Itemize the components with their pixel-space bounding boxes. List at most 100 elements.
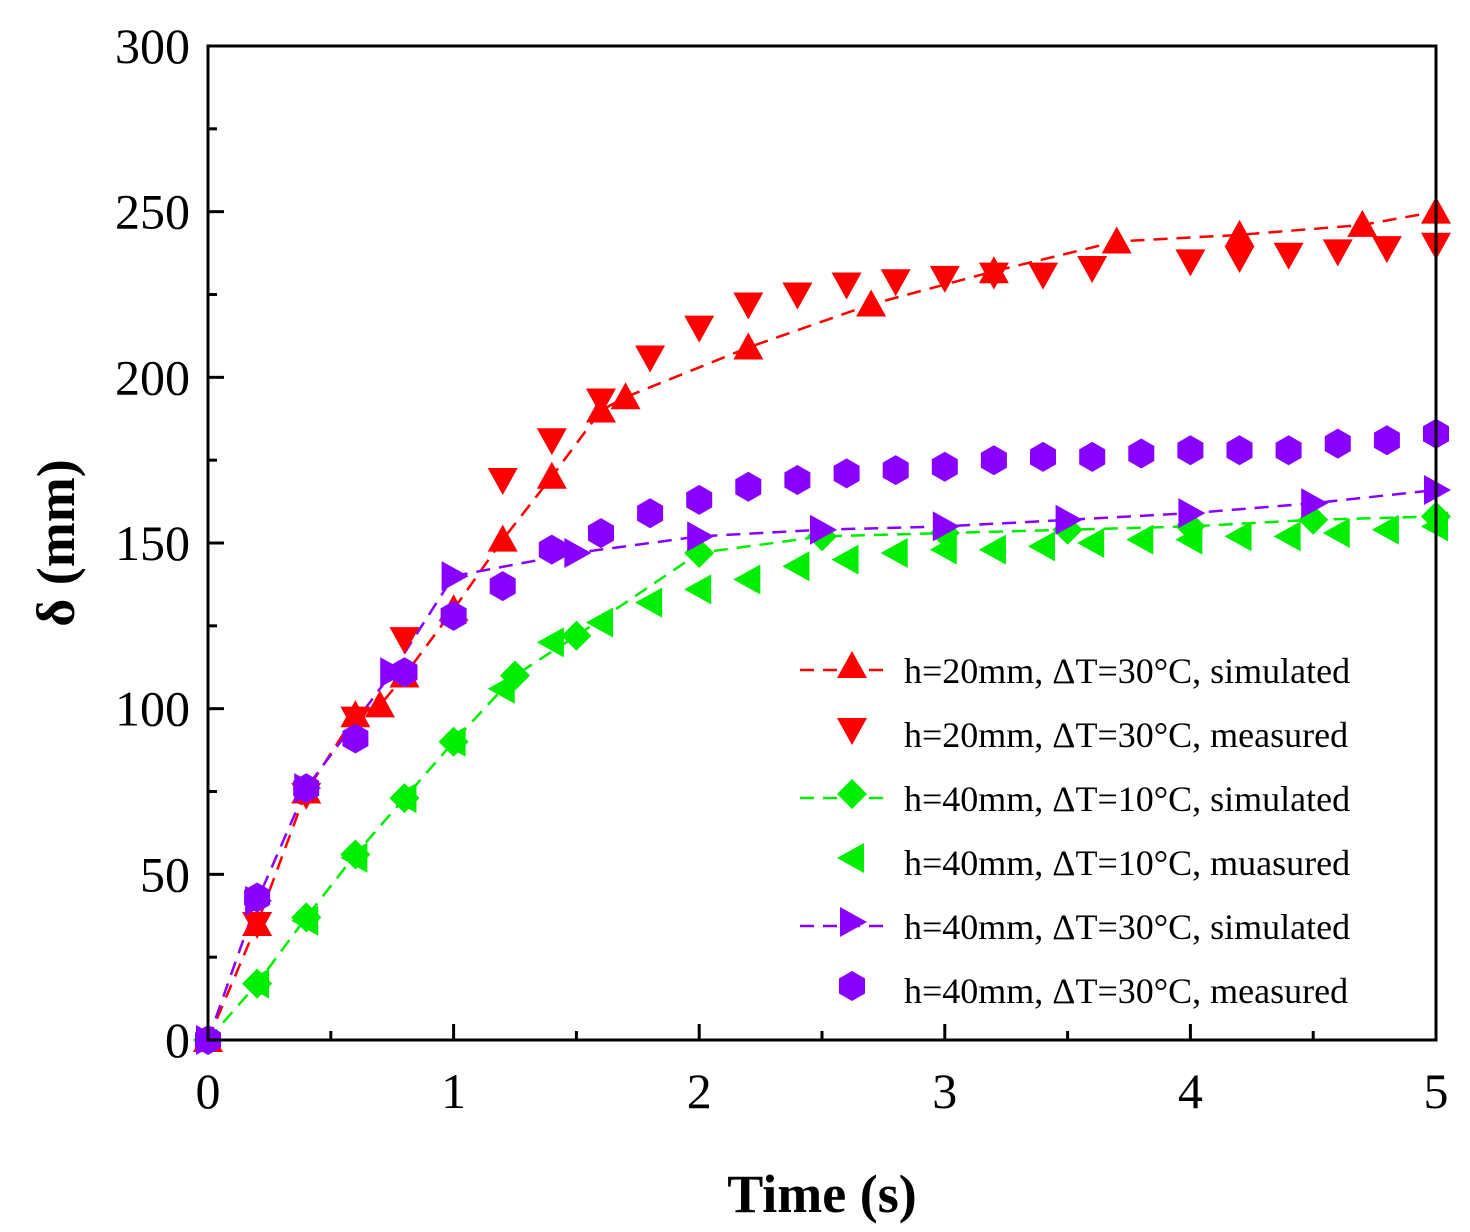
data-point (242, 968, 270, 999)
data-point (340, 842, 368, 873)
data-point (833, 458, 860, 489)
legend-label: h=40mm, ΔT=10°C, muasured (904, 843, 1350, 883)
data-point (441, 561, 469, 592)
data-point (637, 498, 664, 529)
series-1 (242, 232, 1451, 940)
data-point (1273, 521, 1301, 552)
data-point (687, 521, 715, 552)
data-point (880, 269, 911, 297)
data-point (1273, 242, 1304, 270)
data-point (1301, 488, 1329, 519)
legend-label: h=40mm, ΔT=30°C, simulated (904, 907, 1350, 947)
data-point (342, 723, 369, 754)
data-point (536, 428, 567, 456)
y-tick-label: 150 (115, 515, 190, 571)
data-point (585, 388, 616, 416)
data-point (438, 726, 466, 757)
data-point (931, 451, 958, 482)
data-point (733, 292, 764, 320)
data-point (389, 783, 417, 814)
data-point (1224, 521, 1252, 552)
data-point (1298, 504, 1329, 535)
data-point (929, 534, 957, 565)
data-point (610, 382, 641, 410)
series-5 (195, 418, 1449, 1055)
plot-frame (206, 44, 1438, 1042)
legend-marker (839, 971, 865, 1001)
data-point (980, 445, 1007, 476)
data-point (1371, 514, 1399, 545)
data-point (784, 465, 811, 495)
data-point (561, 620, 592, 651)
data-point (1055, 504, 1083, 535)
legend-marker (837, 651, 867, 678)
data-point (1079, 441, 1106, 472)
data-point (242, 912, 273, 940)
data-point (291, 905, 319, 936)
data-point (882, 455, 909, 486)
data-point (391, 657, 418, 688)
legend-entry: h=40mm, ΔT=30°C, measured (839, 971, 1348, 1011)
data-point (487, 468, 518, 496)
x-tick-label: 4 (1178, 1063, 1203, 1119)
x-tick-label: 5 (1424, 1063, 1449, 1119)
data-point (538, 534, 565, 565)
series-line-4 (206, 488, 1437, 1041)
data-point (880, 537, 908, 568)
data-point (635, 587, 663, 618)
x-axis-title: Time (s) (727, 1164, 916, 1224)
data-point (1347, 209, 1378, 237)
y-tick-label: 0 (165, 1012, 190, 1068)
x-tick-label: 0 (196, 1063, 221, 1119)
data-point (585, 607, 613, 638)
data-point (635, 345, 666, 373)
data-point (831, 272, 862, 300)
data-point (1226, 435, 1253, 466)
legend-entry: h=20mm, ΔT=30°C, simulated (800, 651, 1350, 691)
data-point (684, 574, 712, 605)
legend: h=20mm, ΔT=30°C, simulated h=20mm, ΔT=30°… (800, 651, 1350, 1011)
series-4 (196, 474, 1451, 1055)
data-point (735, 471, 762, 502)
y-tick-label: 250 (115, 184, 190, 240)
legend-entry: h=40mm, ΔT=10°C, muasured (837, 843, 1350, 883)
data-point (340, 706, 371, 734)
data-point (1028, 262, 1059, 290)
data-point (1224, 246, 1255, 274)
y-axis-title: δ (mm) (26, 459, 86, 626)
data-point (733, 332, 764, 360)
data-point (440, 600, 467, 631)
data-point (588, 518, 614, 549)
series-3 (242, 511, 1448, 999)
data-point (389, 627, 420, 655)
data-point (364, 690, 395, 718)
legend-entry: h=40mm, ΔT=30°C, simulated (800, 907, 1350, 947)
y-tick-label: 50 (140, 846, 190, 902)
data-point (932, 511, 960, 542)
data-point (1324, 428, 1351, 459)
data-point (1177, 435, 1204, 466)
data-point (856, 289, 887, 317)
legend-marker (840, 907, 867, 937)
legend-label: h=20mm, ΔT=30°C, measured (904, 715, 1348, 755)
data-point (487, 673, 515, 704)
data-point (684, 315, 715, 343)
data-point (293, 773, 320, 804)
data-point (1077, 528, 1105, 558)
data-point (1322, 518, 1350, 549)
data-point (487, 524, 518, 552)
legend-marker (837, 718, 867, 745)
data-point (244, 882, 271, 913)
legend-marker (837, 843, 864, 873)
legend-label: h=40mm, ΔT=10°C, simulated (904, 779, 1350, 819)
data-point (1322, 239, 1353, 267)
data-point (1028, 531, 1056, 562)
legend-marker (837, 779, 867, 809)
x-tick-label: 3 (932, 1063, 957, 1119)
legend-label: h=40mm, ΔT=30°C, measured (904, 971, 1348, 1011)
data-point (536, 461, 567, 489)
data-point (1373, 425, 1400, 456)
data-point (1175, 249, 1206, 277)
